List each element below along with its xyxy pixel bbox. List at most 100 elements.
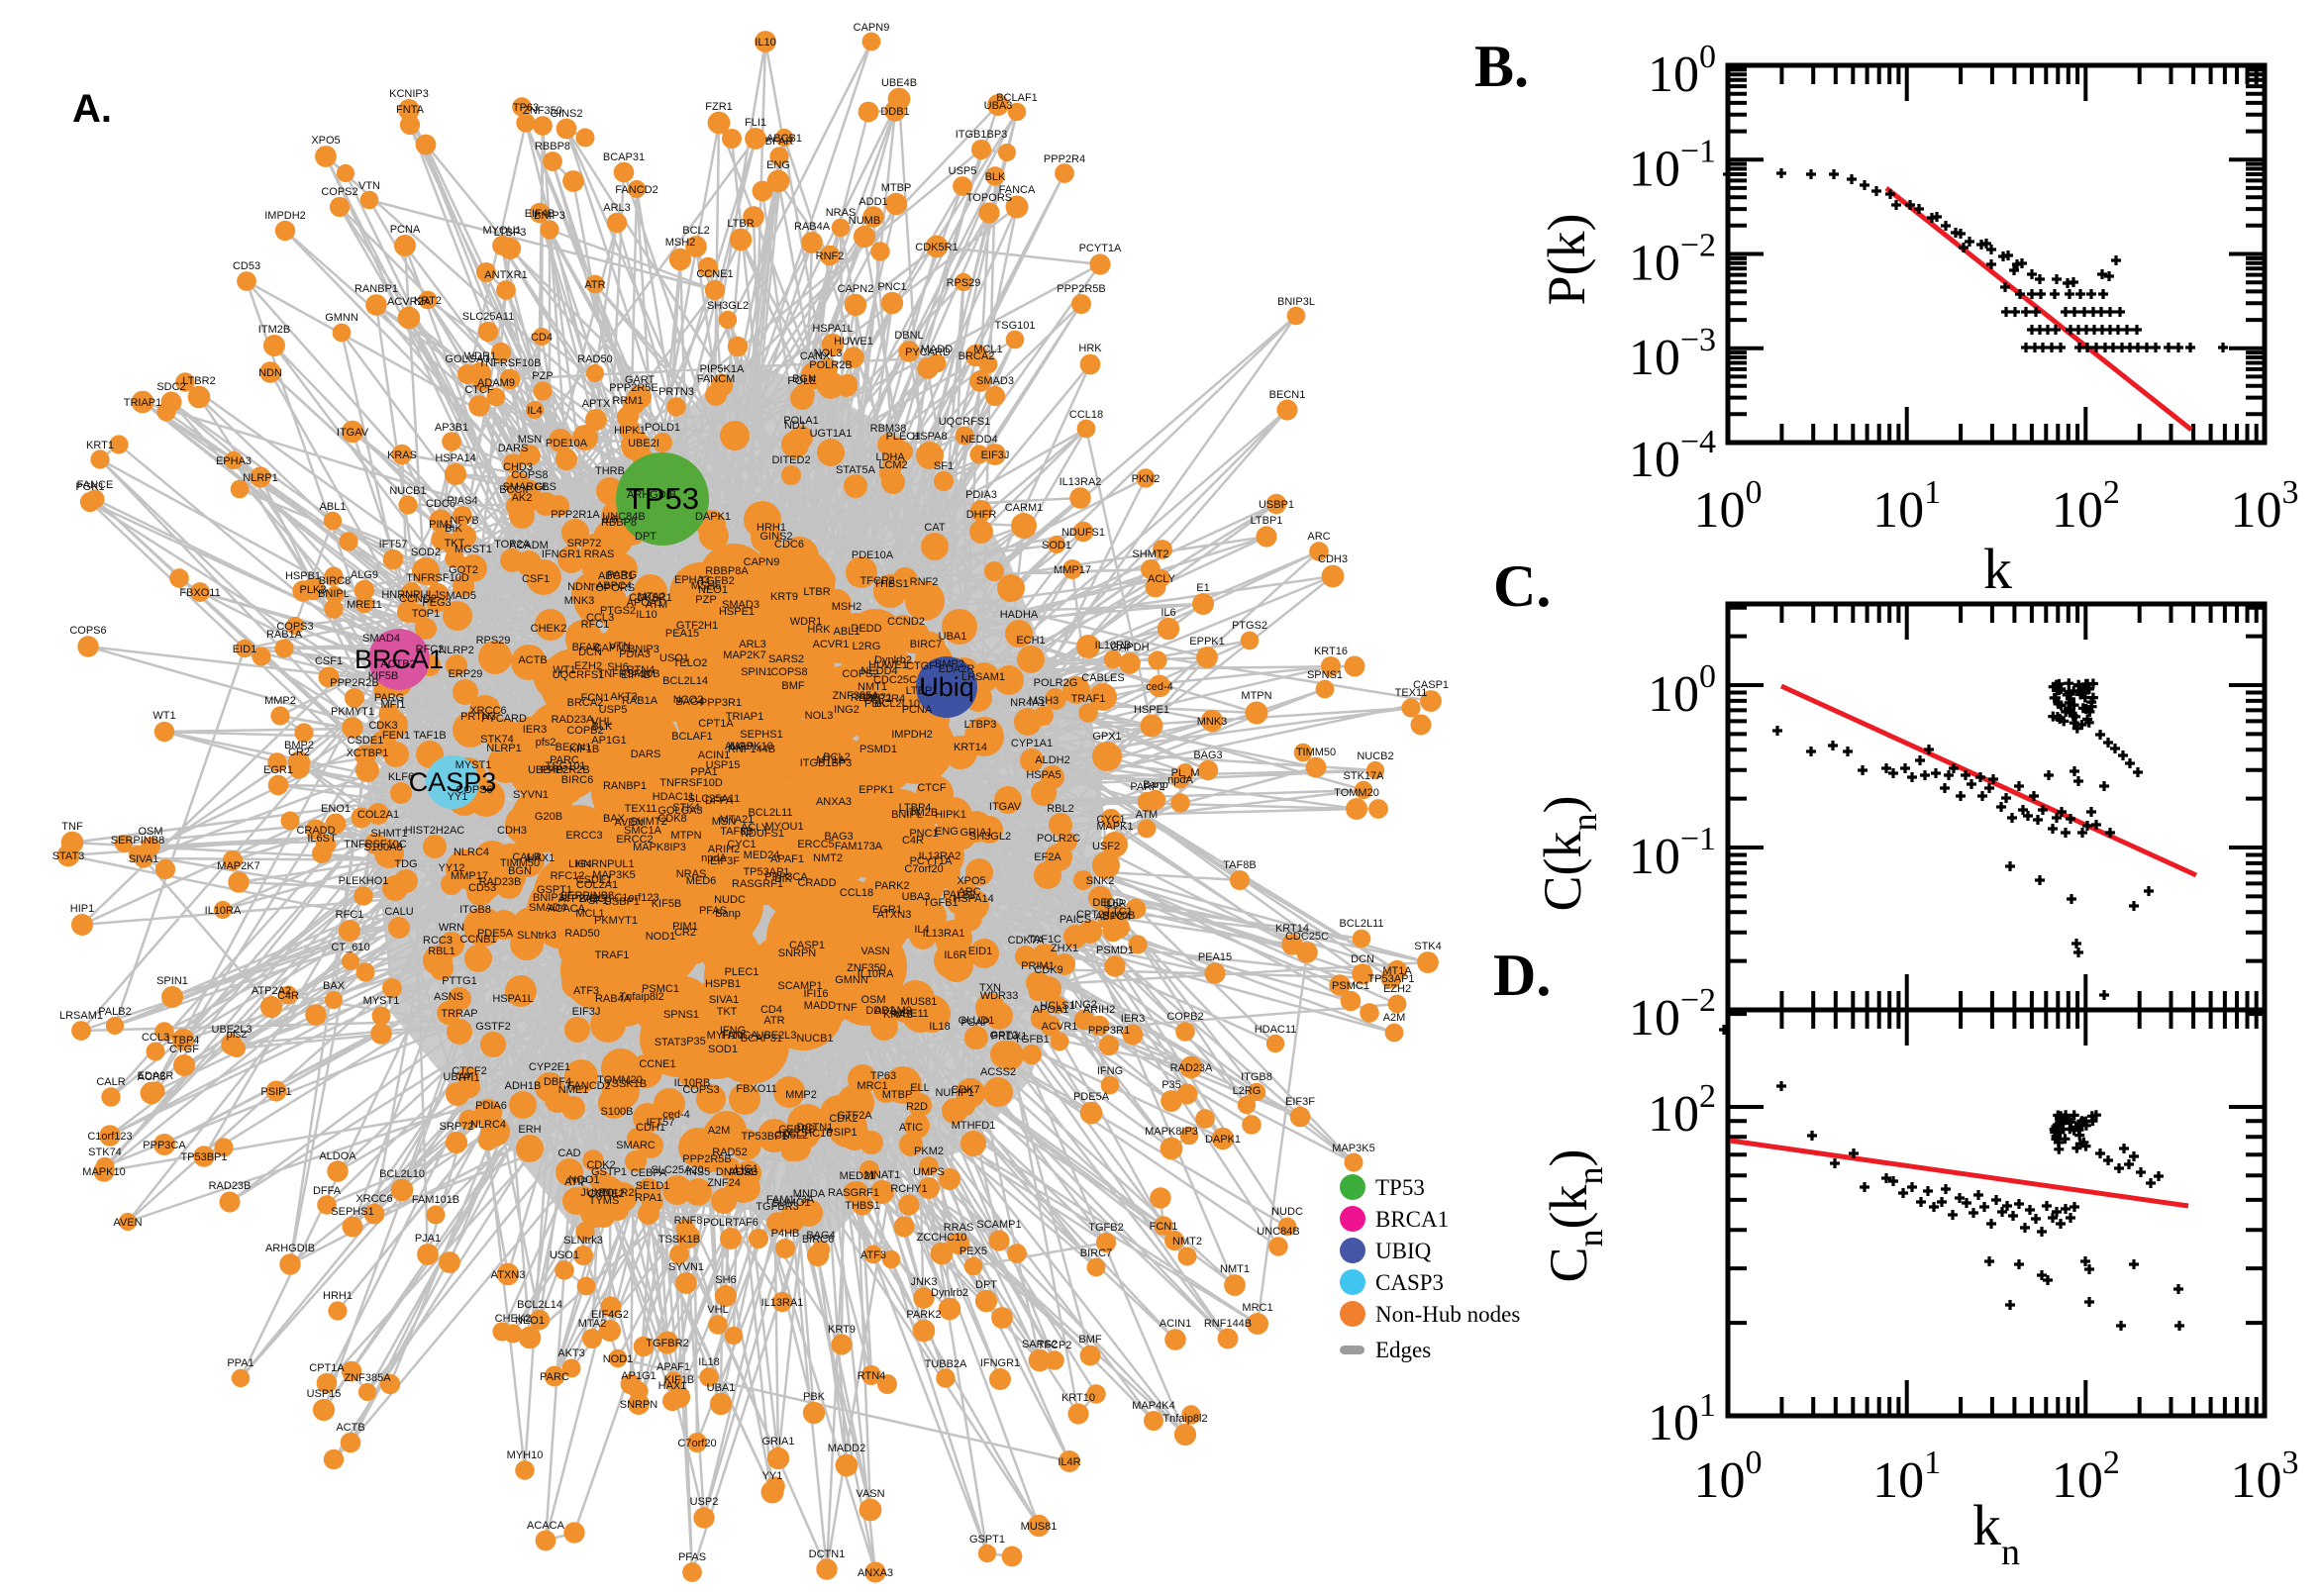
svg-text:RBBP71: RBBP71 bbox=[851, 692, 892, 704]
svg-text:GTF2H1: GTF2H1 bbox=[676, 620, 718, 632]
svg-text:CDK5R1: CDK5R1 bbox=[629, 592, 671, 604]
svg-text:MAP3K5: MAP3K5 bbox=[1332, 1143, 1374, 1154]
svg-text:ERH: ERH bbox=[518, 1124, 541, 1136]
svg-text:BRCA1: BRCA1 bbox=[1375, 1207, 1449, 1232]
svg-text:IFT57: IFT57 bbox=[647, 1117, 675, 1129]
svg-text:NMT2: NMT2 bbox=[1172, 1236, 1202, 1247]
svg-text:RBM38: RBM38 bbox=[870, 423, 907, 435]
svg-text:UQCRFS1: UQCRFS1 bbox=[553, 669, 605, 681]
svg-text:GPT2: GPT2 bbox=[990, 1030, 1019, 1042]
svg-text:PSMC1: PSMC1 bbox=[1332, 980, 1369, 992]
svg-text:PEX5: PEX5 bbox=[960, 1246, 987, 1257]
svg-text:CDK9: CDK9 bbox=[1034, 964, 1062, 976]
svg-text:POLD1: POLD1 bbox=[645, 422, 680, 434]
svg-text:UBA1: UBA1 bbox=[939, 631, 967, 643]
svg-text:NMT2: NMT2 bbox=[813, 852, 843, 864]
svg-text:PRTN3: PRTN3 bbox=[658, 386, 694, 398]
svg-text:FAM101B: FAM101B bbox=[412, 1194, 459, 1206]
svg-text:SLC25A20: SLC25A20 bbox=[651, 1164, 703, 1176]
svg-text:THRB: THRB bbox=[595, 465, 625, 477]
svg-text:CRADD: CRADD bbox=[296, 825, 335, 837]
svg-text:GRIA1: GRIA1 bbox=[761, 1436, 794, 1447]
svg-text:IL6: IL6 bbox=[1161, 607, 1175, 619]
svg-text:CTGF: CTGF bbox=[169, 1044, 199, 1055]
svg-text:HSPE1: HSPE1 bbox=[719, 606, 755, 618]
svg-text:TP63: TP63 bbox=[870, 1070, 896, 1082]
svg-text:YY1: YY1 bbox=[448, 791, 468, 803]
svg-text:Banp: Banp bbox=[1143, 779, 1168, 791]
svg-text:SLNtrk3: SLNtrk3 bbox=[517, 930, 556, 942]
svg-text:SH3GL2: SH3GL2 bbox=[707, 300, 749, 312]
svg-text:SHMT1: SHMT1 bbox=[370, 828, 407, 840]
svg-text:TRRAP: TRRAP bbox=[441, 1008, 477, 1020]
svg-text:IER3: IER3 bbox=[523, 724, 547, 736]
svg-text:SRP72: SRP72 bbox=[567, 538, 602, 549]
svg-text:CDK7A: CDK7A bbox=[1008, 935, 1045, 947]
svg-text:CSF1: CSF1 bbox=[522, 573, 550, 585]
svg-text:CSF1: CSF1 bbox=[315, 655, 343, 667]
svg-text:ITGAV: ITGAV bbox=[989, 801, 1022, 813]
svg-text:ACACA: ACACA bbox=[548, 903, 586, 915]
svg-text:CDK3: CDK3 bbox=[368, 720, 397, 732]
svg-text:PPP3CA: PPP3CA bbox=[764, 871, 808, 883]
svg-text:NLRC4: NLRC4 bbox=[470, 1119, 506, 1131]
svg-text:RAB1A: RAB1A bbox=[266, 629, 303, 641]
svg-text:P(k): P(k) bbox=[1537, 214, 1596, 306]
svg-text:TRIAP1: TRIAP1 bbox=[124, 397, 162, 409]
svg-text:LTBP1: LTBP1 bbox=[1251, 515, 1283, 527]
svg-text:DAPK1: DAPK1 bbox=[695, 511, 731, 523]
svg-text:EIF4B: EIF4B bbox=[525, 208, 556, 220]
svg-text:SDC2: SDC2 bbox=[156, 381, 185, 393]
svg-text:MNDA: MNDA bbox=[793, 1188, 826, 1200]
svg-text:STK4: STK4 bbox=[1414, 941, 1442, 952]
svg-text:UBE2I: UBE2I bbox=[628, 438, 659, 449]
svg-text:SERPINB8: SERPINB8 bbox=[560, 890, 614, 902]
svg-text:POLE: POLE bbox=[787, 375, 816, 387]
svg-text:HAX1: HAX1 bbox=[527, 852, 556, 864]
svg-text:PARG: PARG bbox=[607, 569, 637, 581]
svg-text:P4HB: P4HB bbox=[771, 1228, 800, 1240]
svg-text:PSIP1: PSIP1 bbox=[826, 1127, 857, 1139]
svg-text:TAF8B: TAF8B bbox=[720, 826, 753, 838]
svg-text:ENG: ENG bbox=[935, 826, 959, 838]
svg-text:CDC6: CDC6 bbox=[774, 539, 804, 550]
svg-text:MADD2: MADD2 bbox=[828, 1443, 866, 1454]
svg-text:STAT3: STAT3 bbox=[52, 850, 85, 862]
svg-text:DFFA: DFFA bbox=[705, 795, 734, 807]
svg-text:UBE4B: UBE4B bbox=[528, 764, 563, 776]
svg-text:RRAS: RRAS bbox=[944, 1222, 974, 1234]
svg-text:NUCB1: NUCB1 bbox=[389, 485, 426, 497]
svg-text:LTBR2: LTBR2 bbox=[182, 375, 215, 387]
svg-text:AP1G1: AP1G1 bbox=[621, 1370, 656, 1382]
svg-text:IL13RA2: IL13RA2 bbox=[919, 850, 961, 862]
svg-text:10−1: 10−1 bbox=[1629, 821, 1716, 885]
svg-text:BAG3: BAG3 bbox=[1193, 749, 1222, 761]
svg-text:L2RG: L2RG bbox=[1233, 1085, 1262, 1097]
svg-text:RNF144B: RNF144B bbox=[1204, 1318, 1252, 1330]
svg-text:LTBP4: LTBP4 bbox=[899, 802, 932, 814]
svg-text:ATXN3: ATXN3 bbox=[491, 1269, 526, 1281]
svg-text:MAPK10: MAPK10 bbox=[730, 741, 772, 752]
svg-text:ARIH2: ARIH2 bbox=[1083, 1004, 1115, 1016]
svg-text:CALR: CALR bbox=[512, 851, 541, 863]
svg-text:PDIA6: PDIA6 bbox=[475, 1100, 507, 1112]
svg-text:BCAP31: BCAP31 bbox=[603, 151, 645, 163]
svg-text:CD53: CD53 bbox=[233, 260, 260, 272]
svg-text:POLA1: POLA1 bbox=[783, 415, 818, 427]
svg-text:BECN1: BECN1 bbox=[556, 742, 592, 753]
svg-text:pfs2: pfs2 bbox=[227, 1029, 248, 1041]
svg-text:MAPK1: MAPK1 bbox=[1096, 821, 1133, 833]
svg-text:SHMT2: SHMT2 bbox=[630, 816, 666, 828]
svg-text:SMAD3: SMAD3 bbox=[976, 375, 1014, 387]
svg-text:RAD50: RAD50 bbox=[564, 928, 599, 940]
svg-text:GLUD1: GLUD1 bbox=[959, 1015, 995, 1027]
svg-text:DEDD: DEDD bbox=[1092, 897, 1123, 909]
svg-text:ADSL: ADSL bbox=[729, 1166, 758, 1178]
svg-text:PTGS2: PTGS2 bbox=[1232, 620, 1267, 632]
svg-text:PARG: PARG bbox=[374, 692, 404, 704]
svg-text:LTBP3: LTBP3 bbox=[964, 719, 997, 731]
svg-text:PEA15: PEA15 bbox=[665, 628, 699, 640]
svg-text:IL13RA1: IL13RA1 bbox=[923, 928, 965, 940]
svg-text:GSPT1: GSPT1 bbox=[969, 1534, 1005, 1546]
svg-text:GSPT1: GSPT1 bbox=[537, 884, 572, 896]
